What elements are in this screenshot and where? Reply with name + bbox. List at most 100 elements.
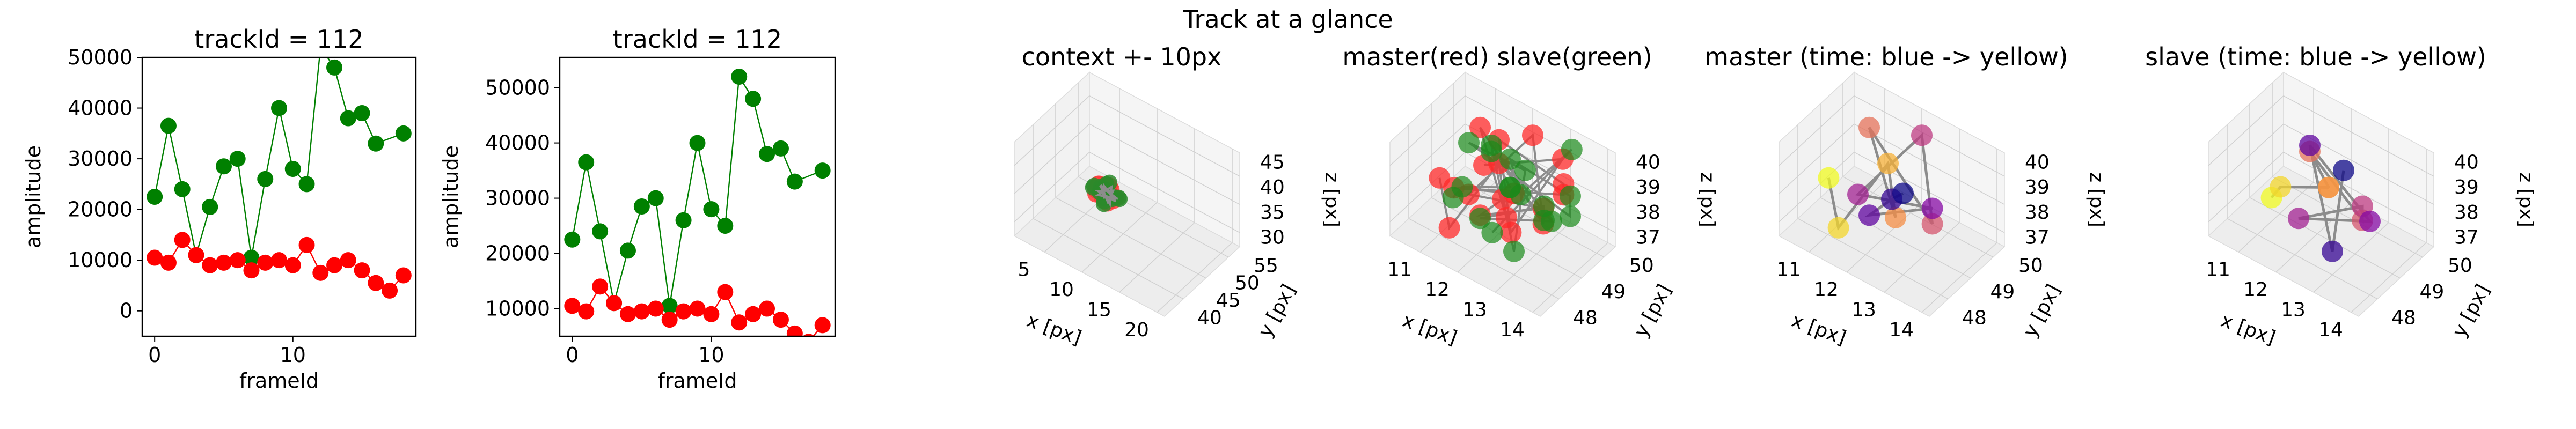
data-point [647, 300, 664, 317]
data-point [564, 298, 581, 314]
floor-grid-line [1157, 242, 1233, 313]
data-point [717, 284, 734, 300]
y-tick-label: 40000 [485, 131, 550, 155]
series-line [154, 57, 404, 258]
floor-grid-line [1055, 197, 1206, 279]
plot-area [564, 69, 831, 336]
data-point [368, 275, 384, 291]
chart-title: master (time: blue -> yellow) [1704, 42, 2068, 71]
data-point [814, 317, 831, 334]
y-axis-label: amplitude [439, 145, 463, 248]
data-point [298, 176, 315, 193]
slave-point [1111, 191, 1128, 208]
z-tick-label: 40 [1636, 152, 1660, 174]
x-tick-label: 10 [698, 343, 724, 367]
wall-grid-line [1779, 151, 2005, 233]
y-axis-label: y [px] [2019, 281, 2065, 341]
data-point [326, 257, 343, 273]
y-tick-label: 50 [2448, 255, 2472, 277]
x-axis-label: x [px] [1024, 309, 1085, 349]
slave-point [1560, 205, 1581, 227]
data-point [202, 198, 218, 215]
data-point [703, 201, 720, 218]
data-point [298, 236, 315, 253]
slave-point [1561, 138, 1583, 160]
floor-grid-line [1884, 222, 1960, 293]
y-tick-label: 48 [2391, 307, 2416, 329]
master-slave-3d-chart: master(red) slave(green) 11 12 13 14 x [px] 48… [1342, 42, 1718, 349]
y-tick-label: 40 [1197, 307, 1222, 329]
data-point [731, 69, 748, 85]
data-point [312, 264, 329, 281]
floor-grid-line [1820, 197, 1971, 279]
y-tick-label: 10000 [68, 248, 133, 272]
x-axis-label: x [px] [2218, 309, 2279, 349]
x-tick-label: 11 [2206, 259, 2230, 281]
floor-grid-line [1081, 202, 1158, 273]
floor-grid-line [2272, 176, 2423, 258]
y-tick-label: 40000 [68, 97, 133, 120]
data-point [675, 212, 692, 228]
data-point [354, 262, 370, 279]
floor-grid-line [1495, 222, 1571, 293]
data-point [703, 306, 720, 322]
slave-time-3d-chart: slave (time: blue -> yellow) 11 12 13 14 x [p… [2145, 42, 2537, 349]
x-tick-label: 5 [1018, 259, 1030, 281]
data-point [759, 146, 775, 162]
slave-point [1499, 148, 1521, 170]
master-point [1469, 116, 1491, 138]
data-point [578, 154, 595, 171]
slave-point [1560, 185, 1581, 207]
data-point [578, 303, 595, 320]
data-point [243, 249, 260, 266]
x-tick-label: 0 [566, 343, 579, 367]
wall-grid-line [1779, 95, 2005, 177]
data-point [160, 254, 177, 271]
data-point [717, 218, 734, 234]
floor-grid-line [2227, 218, 2378, 300]
data-point [174, 181, 191, 197]
data-point [395, 267, 412, 284]
z-tick-label: 39 [2454, 176, 2479, 198]
data-point [745, 306, 762, 322]
data-point [592, 278, 609, 295]
data-point [354, 105, 370, 121]
floor-grid-line [1408, 218, 1560, 300]
data-point [229, 151, 246, 167]
y-tick-label: 50 [2018, 255, 2043, 277]
data-point [647, 190, 664, 206]
time-point [2288, 208, 2309, 230]
data-point [564, 231, 581, 248]
time-point [2299, 135, 2321, 156]
data-point [340, 252, 356, 269]
time-point [1892, 182, 1914, 204]
data-point [633, 198, 650, 215]
data-marks [1818, 116, 1943, 239]
z-axis-label: z [px] [1321, 172, 1343, 227]
x-tick-label: 15 [1087, 299, 1111, 321]
z-tick-label: 38 [1636, 202, 1660, 224]
chart-title: context +- 10px [1022, 42, 1222, 71]
time-point [2270, 176, 2292, 198]
y-tick-label: 20000 [485, 242, 550, 265]
data-point [271, 252, 287, 269]
slave-point [1458, 132, 1480, 153]
z-axis-label: z [px] [2085, 172, 2107, 227]
z-tick-label: 45 [1260, 152, 1285, 174]
data-point [229, 252, 246, 269]
chart-title: slave (time: blue -> yellow) [2145, 42, 2486, 71]
data-marks [1085, 174, 1128, 212]
y-tick-label: 20000 [68, 198, 133, 221]
y-tick-label: 50000 [68, 46, 133, 69]
data-point [215, 158, 232, 175]
slave-point [1481, 135, 1502, 156]
z-axis-label: z [px] [2515, 172, 2537, 227]
data-point [814, 162, 831, 179]
y-axis-label: y [px] [2448, 281, 2494, 341]
time-point [2333, 159, 2354, 181]
master-point [1438, 217, 1460, 239]
x-tick-label: 12 [2243, 279, 2268, 301]
